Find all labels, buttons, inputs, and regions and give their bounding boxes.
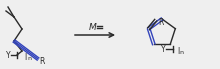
Text: l: l	[24, 53, 26, 63]
Text: Y: Y	[161, 45, 166, 54]
Text: l: l	[177, 47, 179, 56]
Text: n: n	[27, 57, 31, 61]
Text: R: R	[158, 18, 163, 27]
Text: M: M	[89, 22, 97, 32]
Text: n: n	[180, 50, 184, 55]
Text: Y: Y	[6, 51, 10, 59]
Text: R: R	[39, 57, 45, 67]
